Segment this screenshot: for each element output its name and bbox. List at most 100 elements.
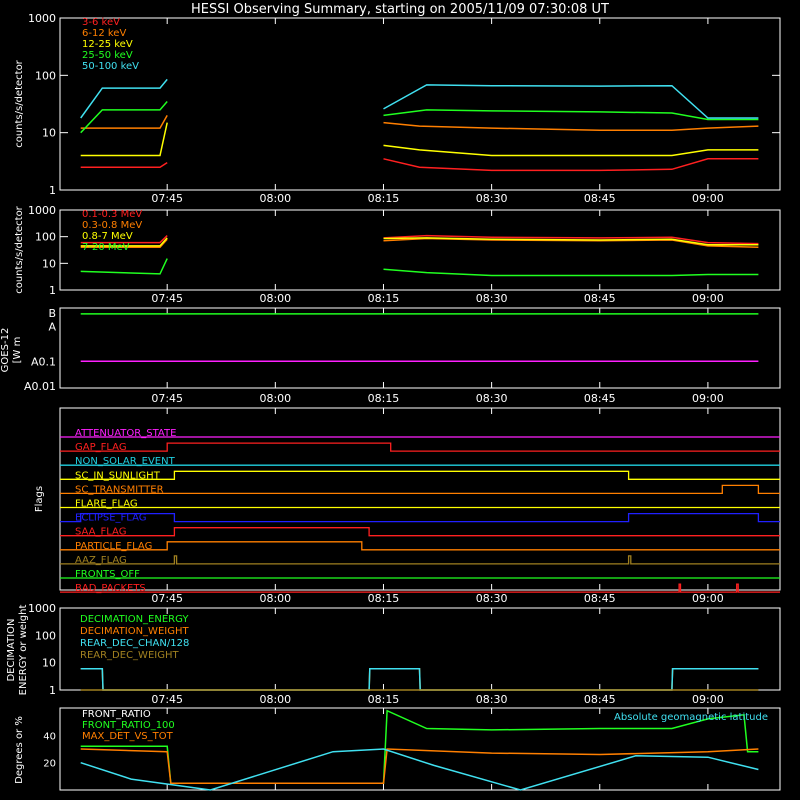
panel2-series-line [383,234,759,245]
panel2-ytick-label: 100 [35,231,56,244]
panel4-flag-line [60,484,780,495]
panel4-flag-line [60,512,780,523]
panel1-ytick-label: 10 [42,127,56,140]
panel5-xtick-label: 07:45 [151,693,183,706]
panel2-legend-entry: 7-20 MeV [82,242,130,253]
panel4-flag-label: GAP_FLAG [75,442,127,453]
panel1-legend-entry: 3-6 keV [82,17,120,28]
panel4-flag-label: ECLIPSE_FLAG [75,513,146,524]
panel2-series-line [80,258,168,275]
panel1-ytick-label: 1 [49,184,56,197]
panel4-flag-label: SC_IN_SUNLIGHT [75,470,161,481]
panel1-series-line [383,144,759,157]
panel4-flag-line [60,555,780,565]
panel3-ytick-label: B [48,307,56,320]
panel1-series-line [80,115,168,129]
panel2-series-line [80,237,168,247]
panel1-legend-entry: 12-25 keV [82,39,133,50]
panel1-series-line [383,121,759,132]
panel4-xtick-label: 09:00 [692,592,724,605]
panel5-xtick-label: 08:45 [584,693,616,706]
panel1-ytick-label: 100 [35,69,56,82]
panel2-series-line [383,268,759,277]
panel1-series-line [80,161,168,168]
panel2-ylabel: counts/s/detector [14,205,25,293]
panel1-xtick-label: 08:15 [368,192,400,205]
panel1-ylabel: counts/s/detector [14,59,25,147]
panel5-legend-entry: DECIMATION_ENERGY [80,614,189,625]
panel5-xtick-label: 08:30 [476,693,508,706]
panel1-legend-entry: 25-50 keV [82,50,133,61]
panel1-legend-entry: 6-12 keV [82,28,126,39]
panel6-series-line [80,748,759,784]
panel1-xtick-label: 08:30 [476,192,508,205]
panel2-ytick-label: 1000 [28,204,56,217]
panel2-legend-entry: 0.1-0.3 MeV [82,209,142,220]
panel4-xtick-label: 08:45 [584,592,616,605]
panel5-ylabel-2: ENERGY or weight [18,605,29,696]
panel4-xtick-label: 07:45 [151,592,183,605]
panel2-xtick-label: 08:45 [584,292,616,305]
panel5-legend-entry: REAR_DEC_WEIGHT [80,650,179,661]
panel2-xtick-label: 07:45 [151,292,183,305]
panel3-frame [59,307,781,389]
panel6-ytick-label: 40 [43,731,56,742]
panel4-flag-label: ATTENUATOR_STATE [75,428,176,439]
panel1-series-line [383,84,759,119]
panel4-flag-line [60,470,780,480]
panel5-xtick-label: 09:00 [692,693,724,706]
panel4-flag-line [60,527,780,537]
panel1-xtick-label: 07:45 [151,192,183,205]
panel2-series-line [80,235,168,244]
panel6-legend-entry: FRONT_RATIO [82,709,151,720]
panel1-series-line [383,109,759,121]
panel6-series-line [80,748,759,791]
panel5-series-line [80,667,759,691]
panel4-xtick-label: 08:30 [476,592,508,605]
panel1-xtick-label: 08:00 [259,192,291,205]
panel3-xtick-label: 08:45 [584,392,616,405]
panel6-legend-entry: MAX_DET_VS_TOT [82,731,174,742]
panel4-flag-line [60,541,780,551]
panel4-flag-label: SAA_FLAG [75,527,126,538]
panel4-flag-label: PARTICLE_FLAG [75,541,152,552]
panel4-flag-label: FRONTS_OFF [75,569,140,580]
panel4-flag-label: AAZ_FLAG [75,555,127,566]
panel5-xtick-label: 08:15 [368,693,400,706]
panel5-ytick-label: 100 [35,629,56,642]
panel3-ylabel-unit: [W m [12,337,23,364]
panel5-ytick-label: 1 [49,684,56,697]
panel3-xtick-label: 07:45 [151,392,183,405]
panel4-flag-label: NON_SOLAR_EVENT [75,456,176,467]
panel2-xtick-label: 08:30 [476,292,508,305]
panel5-ytick-label: 10 [42,657,56,670]
panel2-legend-entry: 0.3-0.8 MeV [82,220,142,231]
panel1-legend-entry: 50-100 keV [82,61,139,72]
panel2-series-line [80,238,168,249]
panel1-xtick-label: 08:45 [584,192,616,205]
panel3-xtick-label: 08:15 [368,392,400,405]
panel4-frame [59,407,781,591]
panel1-xtick-label: 09:00 [692,192,724,205]
panel2-ytick-label: 10 [42,257,56,270]
panel3-ytick-label: A0.01 [24,380,56,393]
panel6-legend-right: Absolute geomagnetic latitude [614,712,768,723]
panel6-frame [59,707,781,791]
panel4-xtick-label: 08:00 [259,592,291,605]
panel1-series-line [80,101,168,134]
panel2-ytick-label: 1 [49,284,56,297]
panel3-ylabel: GOES-12 [0,328,11,373]
panel4-flag-label: BAD_PACKETS [75,583,146,594]
panel1-series-line [383,158,759,172]
panel2-legend-entry: 0.8-7 MeV [82,231,133,242]
panel4-xtick-label: 08:15 [368,592,400,605]
panel3-xtick-label: 09:00 [692,392,724,405]
panel4-flag-label: FLARE_FLAG [75,499,138,510]
panel4-flag-label: SC_TRANSMITTER [75,484,164,495]
panel3-xtick-label: 08:00 [259,392,291,405]
panel2-frame [59,209,781,291]
panel2-series-line [383,237,759,246]
panel3-ytick-label: A [48,321,56,334]
panel5-xtick-label: 08:00 [259,693,291,706]
